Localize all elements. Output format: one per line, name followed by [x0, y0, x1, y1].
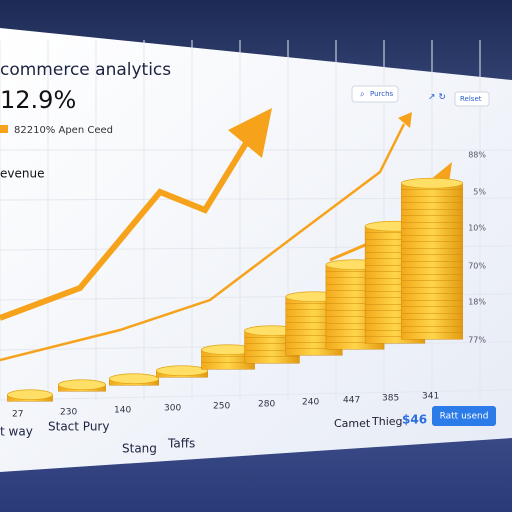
- footer-label: Camet: [334, 417, 371, 430]
- axis-label: 385: [382, 394, 399, 404]
- axis-label: 27: [12, 410, 23, 420]
- axis-label: 140: [114, 406, 131, 416]
- axis-label: 77%: [468, 336, 486, 345]
- coin: [401, 280, 463, 288]
- coin: [401, 215, 463, 223]
- tabs: t way Stact Pury Stang Taffs: [0, 420, 195, 456]
- action-button[interactable]: [454, 91, 490, 107]
- coin: [401, 222, 463, 229]
- coin-stacks: [6, 177, 464, 402]
- search-icon: ⌕: [360, 90, 364, 99]
- coin: [401, 287, 463, 294]
- coin-top: [400, 177, 464, 189]
- axis-label: 280: [258, 400, 275, 410]
- tab[interactable]: t way: [0, 425, 33, 439]
- axis-label: 70%: [468, 262, 486, 271]
- coin-top: [155, 365, 209, 377]
- coin: [401, 228, 463, 236]
- footer-amount: $46: [402, 413, 427, 427]
- section-title: evenue: [0, 167, 44, 181]
- coin: [401, 319, 463, 327]
- footer-button[interactable]: [432, 406, 496, 426]
- coin: [401, 241, 463, 249]
- icon[interactable]: ↗ ↻: [428, 93, 446, 103]
- trend-line-thin: [0, 123, 406, 362]
- axis-label: 88%: [468, 151, 486, 160]
- coin: [401, 300, 463, 307]
- axis-label: 18%: [468, 298, 486, 307]
- tab[interactable]: Stang: [122, 442, 157, 456]
- coin: [401, 332, 463, 340]
- axis-label: 5%: [473, 188, 486, 197]
- legend-text: 82210% Apen Ceed: [14, 125, 113, 136]
- coin: [401, 306, 463, 314]
- coin: [285, 348, 343, 356]
- trend-line: [0, 138, 251, 321]
- coin-top: [108, 373, 160, 385]
- coin: [401, 267, 463, 275]
- axis-label: 447: [343, 396, 360, 406]
- arrowhead: [228, 108, 272, 158]
- coin: [401, 189, 463, 197]
- axis-label: 230: [60, 408, 77, 418]
- title: commerce analytics: [0, 60, 171, 80]
- coin-top: [6, 389, 54, 401]
- coin: [401, 209, 463, 216]
- footer-button-text[interactable]: Ratt usend: [440, 412, 489, 422]
- coin-top: [57, 379, 107, 391]
- coin: [401, 235, 463, 242]
- arrowhead: [398, 112, 412, 128]
- coin: [201, 362, 255, 370]
- coin: [401, 196, 463, 203]
- footer-label: Thieg: [371, 415, 403, 428]
- legend-swatch: [0, 125, 8, 133]
- coin: [401, 326, 463, 333]
- right-labels: 88% 5% 10% 70% 18% 77%: [468, 151, 486, 345]
- kpi: 12.9%: [0, 86, 76, 114]
- grid-line: [0, 389, 512, 401]
- axis-label: 240: [302, 398, 319, 408]
- coin: [401, 274, 463, 281]
- axis-label: 300: [164, 404, 181, 414]
- coin: [401, 293, 463, 301]
- coin: [401, 248, 463, 255]
- coin: [401, 313, 463, 320]
- search-text[interactable]: Purchs: [370, 90, 394, 98]
- axis-label: 10%: [468, 224, 486, 233]
- tab[interactable]: Stact Pury: [48, 420, 109, 434]
- coin: [401, 254, 463, 262]
- coin: [401, 261, 463, 268]
- bottom-labels: 27 230 140 300 250 280 240 447 385 341: [12, 392, 439, 420]
- axis-label: 250: [213, 402, 230, 412]
- coin: [325, 342, 385, 350]
- search-box[interactable]: [351, 85, 399, 103]
- tab[interactable]: Taffs: [167, 437, 195, 451]
- coin: [244, 356, 300, 364]
- coin: [401, 202, 463, 210]
- axis-label: 341: [422, 392, 439, 402]
- action-text[interactable]: Relset: [460, 95, 482, 103]
